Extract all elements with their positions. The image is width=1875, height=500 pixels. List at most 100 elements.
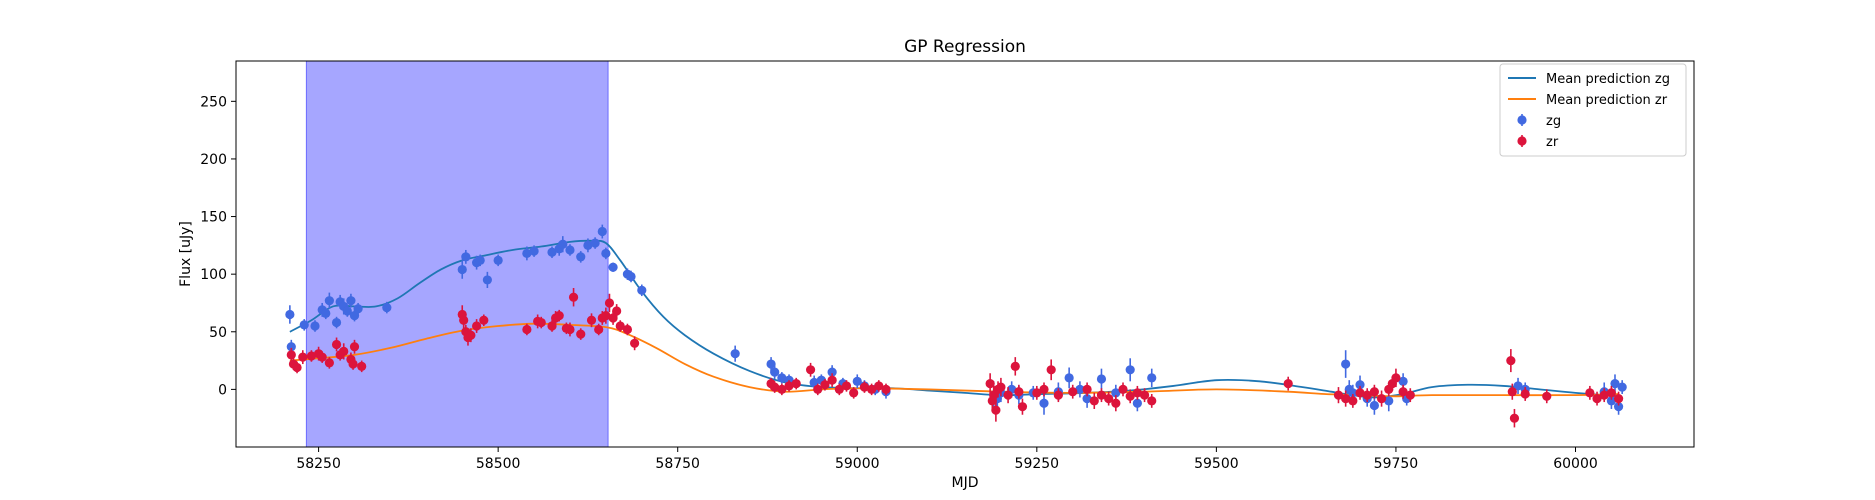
legend-entry-label: Mean prediction zg [1546, 72, 1670, 87]
point-marker [1046, 365, 1056, 375]
point-marker [1139, 390, 1150, 400]
point-marker [1111, 388, 1121, 398]
point-marker [482, 275, 492, 285]
data-point-zr [466, 328, 476, 343]
data-point-zr [331, 337, 342, 352]
data-point-zr [827, 373, 837, 388]
point-marker [1283, 379, 1293, 389]
point-marker [493, 255, 503, 265]
point-marker [1333, 390, 1344, 400]
point-marker [1147, 373, 1157, 383]
point-marker [1513, 381, 1523, 391]
highlight-span [305, 60, 609, 448]
legend-box [1499, 63, 1687, 157]
point-marker [604, 298, 615, 308]
data-point-zr [1376, 390, 1387, 407]
data-point-zr [604, 293, 615, 313]
data-point-zr [1507, 383, 1517, 400]
point-marker [612, 306, 622, 316]
legend: Mean prediction zg Mean prediction zr zg zr [1499, 63, 1687, 157]
data-point-zr [991, 398, 1001, 422]
data-point-zg [285, 305, 295, 324]
data-point-zr [547, 320, 557, 332]
point-marker [608, 313, 618, 323]
point-marker [1017, 402, 1028, 412]
data-point-zr [777, 383, 787, 396]
data-point-zg [730, 345, 740, 362]
point-marker [1610, 379, 1620, 389]
point-marker [529, 246, 539, 256]
point-marker [310, 321, 320, 331]
data-point-zr [522, 323, 532, 336]
point-marker [1362, 390, 1372, 400]
data-point-zg [493, 254, 503, 267]
data-point-zr [820, 379, 830, 391]
point-marker [859, 382, 870, 392]
point-marker [590, 238, 600, 248]
data-point-zr [324, 357, 334, 369]
point-marker [809, 377, 819, 388]
data-point-zr [1132, 385, 1142, 400]
point-marker [466, 330, 476, 340]
data-point-zr [615, 320, 625, 332]
data-point-zr [339, 343, 349, 360]
data-point-zg [777, 372, 787, 384]
data-point-zr [1010, 357, 1020, 376]
data-point-zr [1283, 376, 1293, 391]
data-point-zr [601, 307, 611, 324]
point-marker [565, 324, 575, 335]
data-point-zg [852, 374, 862, 389]
data-point-zr [1046, 359, 1056, 381]
data-point-zg [608, 262, 618, 272]
data-point-zg [637, 284, 647, 297]
point-marker [522, 248, 532, 259]
y-tick-label: 0 [218, 382, 227, 398]
point-marker [475, 255, 485, 265]
data-point-zg [597, 224, 607, 239]
point-marker [730, 349, 740, 359]
point-marker [382, 302, 392, 313]
data-point-zr [286, 347, 296, 362]
y-tick-label: 100 [200, 267, 227, 283]
point-marker [1082, 384, 1092, 394]
point-marker [1118, 384, 1128, 394]
point-marker [576, 329, 586, 339]
data-point-zg [346, 293, 356, 308]
point-marker [1075, 384, 1085, 394]
point-marker [576, 252, 586, 262]
point-marker [820, 380, 830, 390]
point-marker [1520, 389, 1530, 399]
data-point-zr [996, 377, 1006, 397]
point-marker [1398, 376, 1408, 386]
point-marker [1599, 390, 1609, 400]
data-point-zr [536, 316, 546, 329]
point-marker [1147, 396, 1157, 406]
point-marker [1010, 361, 1020, 371]
point-marker [777, 384, 787, 394]
point-marker [1542, 391, 1552, 401]
data-point-zg [626, 270, 636, 283]
point-marker [770, 367, 780, 377]
point-marker [1405, 390, 1415, 400]
y-tick-label: 50 [209, 325, 227, 341]
point-marker [298, 352, 308, 362]
data-point-zr [1017, 398, 1028, 415]
point-marker [996, 382, 1006, 392]
point-marker [985, 379, 995, 389]
point-marker [1509, 413, 1520, 423]
data-point-zr [859, 381, 870, 393]
data-point-zr [1039, 382, 1049, 397]
point-marker [841, 381, 852, 391]
point-marker [1606, 388, 1617, 398]
data-point-zr [1506, 349, 1516, 373]
data-point-zg [601, 247, 611, 260]
point-marker [594, 324, 604, 335]
point-marker [1132, 398, 1142, 408]
data-point-zr [1348, 393, 1358, 408]
point-marker [461, 252, 471, 262]
point-marker [1355, 380, 1365, 390]
data-point-zg [565, 244, 575, 256]
data-point-zr [1606, 385, 1617, 400]
y-tick-label: 250 [200, 94, 227, 110]
data-point-zr [1391, 368, 1401, 388]
